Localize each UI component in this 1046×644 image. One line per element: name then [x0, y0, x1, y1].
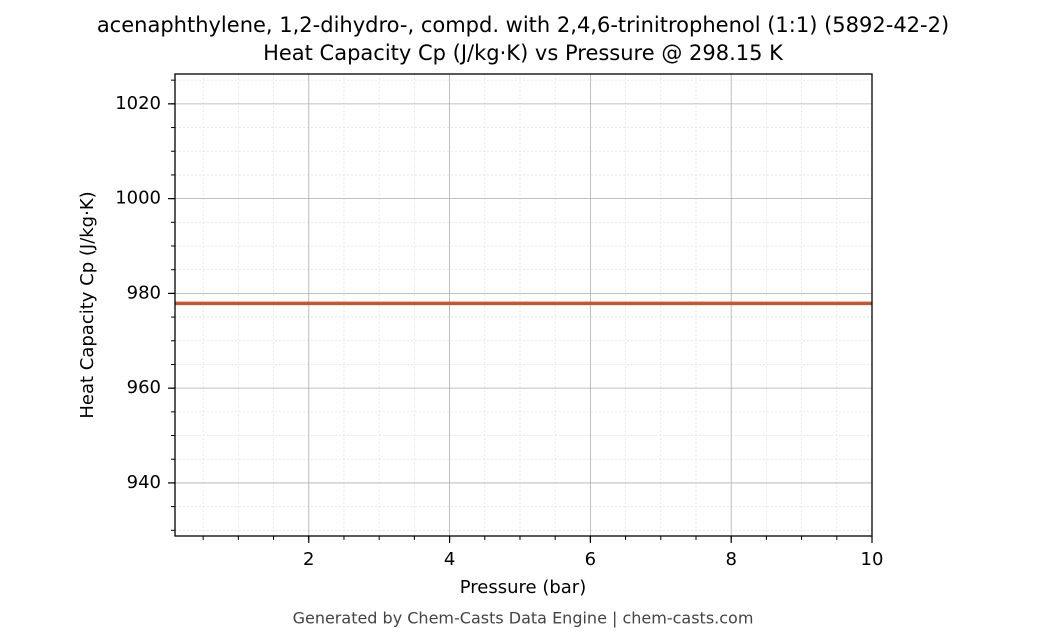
y-tick-label: 1000 [115, 188, 161, 209]
x-tick-label: 8 [725, 549, 736, 570]
x-tick-label: 4 [444, 549, 455, 570]
x-axis-label: Pressure (bar) [460, 577, 586, 598]
footer: Generated by Chem-Casts Data Engine | ch… [293, 609, 754, 628]
x-tick-label: 6 [585, 549, 596, 570]
chart-subtitle: Heat Capacity Cp (J/kg·K) vs Pressure @ … [263, 41, 784, 65]
y-tick-label: 980 [127, 282, 161, 303]
x-tick-label: 2 [303, 549, 314, 570]
chart-title: acenaphthylene, 1,2-dihydro-, compd. wit… [97, 13, 949, 37]
y-tick-label: 940 [127, 472, 161, 493]
x-tick-label: 10 [861, 549, 884, 570]
plot-frame [174, 73, 873, 537]
y-tick-label: 1020 [115, 93, 161, 114]
y-axis-label: Heat Capacity Cp (J/kg·K) [77, 191, 98, 418]
y-tick-label: 960 [127, 377, 161, 398]
